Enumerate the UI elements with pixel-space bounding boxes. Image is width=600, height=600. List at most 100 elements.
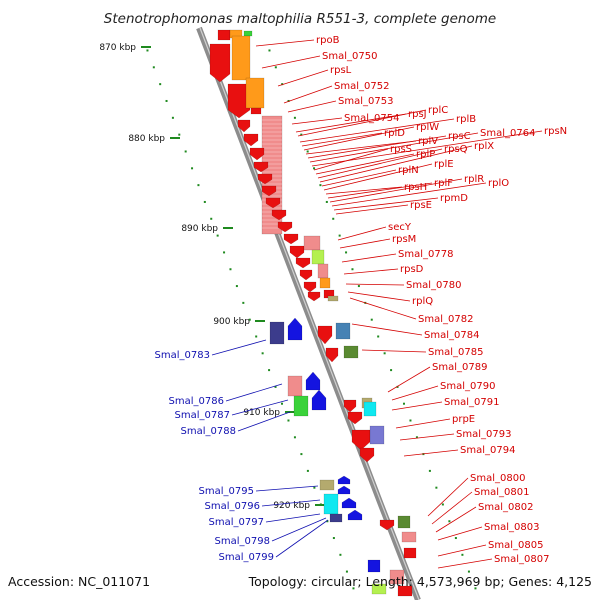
leader-rplw (303, 126, 415, 151)
ring-dot (255, 335, 258, 338)
gene-arrow (295, 257, 311, 269)
scale-ticks: 870 kbp 880 kbp 890 kbp 900 kbp 910 kbp 920 k… (99, 43, 325, 511)
gene-block (397, 515, 411, 529)
gene-label-smal-0791: Smal_0791 (444, 397, 499, 408)
leader-rpmd (333, 197, 439, 211)
leader-rpsm (339, 238, 391, 249)
tick-label: 880 kbp (128, 134, 165, 144)
gene-arrow (343, 399, 357, 413)
gene-label-smal-0753: Smal_0753 (338, 96, 393, 107)
ring-dot (268, 49, 271, 52)
gene-arrow (299, 269, 313, 281)
leader-smal-0787 (231, 399, 289, 416)
ring-dot (332, 537, 335, 540)
ring-dot (396, 385, 399, 388)
ring-dot (203, 200, 206, 203)
gene-block (329, 513, 343, 523)
ring-dot (184, 150, 187, 153)
ring-dot (339, 553, 342, 556)
gene-label-smal-0764: Smal_0764 (480, 128, 535, 139)
gene-arrow (271, 209, 287, 221)
ring-dot (223, 251, 226, 254)
gene-arrow (303, 281, 317, 293)
gene-arrow (351, 429, 371, 451)
ring-dot (313, 486, 316, 489)
gene-arrow (337, 485, 351, 495)
rpob-arrow (209, 43, 231, 83)
ring-dot (345, 251, 348, 254)
gene-label-rplc: rplC (428, 105, 448, 116)
gene-label-smal-0783: Smal_0783 (155, 350, 210, 361)
gene-label-rpsj: rpsJ (408, 109, 427, 120)
leader-rpsc (307, 135, 447, 159)
gene-block (250, 107, 262, 115)
gene-label-smal-0797: Smal_0797 (209, 517, 264, 528)
leader-rplb (299, 118, 455, 143)
leader-rplx (319, 145, 473, 183)
genes (209, 29, 417, 597)
leader-rplf (327, 182, 433, 199)
gene-label-rplw: rplW (416, 122, 439, 133)
ring-dot (191, 167, 194, 170)
leader-rpsl (277, 69, 329, 87)
ring-dot (351, 268, 354, 271)
leader-rpld (301, 132, 383, 147)
ring-dot (248, 318, 251, 321)
gene-label-rplq: rplQ (412, 296, 433, 307)
tick-label: 900 kbp (213, 317, 250, 327)
ring-dot (280, 402, 283, 405)
gene-label-rplv: rplV (418, 136, 438, 147)
leader-rpsj (295, 113, 407, 133)
ring-dot (300, 453, 303, 456)
ring-dot (281, 83, 284, 86)
ring-dot (435, 486, 438, 489)
leader-rpse (335, 204, 409, 215)
leader-smal-0782 (349, 297, 417, 320)
gene-arrow (317, 325, 333, 345)
gene-arrow (307, 291, 321, 302)
gene-arrow (347, 509, 363, 521)
map-title: Stenotrophomonas maltophilia R551-3, com… (104, 11, 496, 27)
leader-smal-0750 (261, 55, 321, 69)
gene-label-smal-0784: Smal_0784 (424, 330, 479, 341)
gene-label-smal-0798: Smal_0798 (215, 536, 270, 547)
gene-label-smal-0790: Smal_0790 (440, 381, 495, 392)
gene-arrow (237, 119, 251, 133)
backbone-line (196, 26, 421, 600)
gene-arrow (249, 147, 265, 161)
smal-0797-block (323, 493, 339, 515)
leader-prpe (395, 418, 451, 429)
ring-dot (268, 369, 271, 372)
leader-rplc (297, 109, 427, 137)
leader-smal-0802 (435, 506, 477, 533)
gene-label-smal-0752: Smal_0752 (334, 81, 389, 92)
ring-dot (152, 66, 155, 69)
backbone-highlight (199, 27, 420, 600)
leader-smal-0753 (287, 100, 337, 113)
ring-dot (261, 352, 264, 355)
gene-arrow (359, 447, 375, 463)
gene-arrow (243, 133, 259, 147)
label-leaders (211, 39, 543, 569)
ring-dot (306, 150, 309, 153)
leader-smal-0803 (437, 526, 483, 541)
gene-label-rpln: rplN (398, 165, 419, 176)
ring-dot (448, 520, 451, 523)
gene-block (245, 77, 265, 109)
leader-smal-0793 (399, 433, 455, 441)
tick-label: 890 kbp (181, 224, 218, 234)
ring-dot (146, 49, 149, 52)
gene-label-rpsq: rpsQ (444, 144, 468, 155)
gene-label-smal-0750: Smal_0750 (322, 51, 377, 62)
gene-label-smal-0803: Smal_0803 (484, 522, 539, 533)
gene-label-rpss: rpsS (390, 144, 412, 155)
gene-arrow (253, 161, 269, 173)
leader-smal-0778 (341, 253, 397, 263)
leader-rplp (315, 153, 415, 175)
ring-dot (274, 385, 277, 388)
leader-smal-0794 (403, 449, 459, 457)
gene-label-rplo: rplO (488, 178, 509, 189)
gene-label-smal-0782: Smal_0782 (418, 314, 473, 325)
ring-dot (415, 436, 418, 439)
ring-dot (242, 301, 245, 304)
